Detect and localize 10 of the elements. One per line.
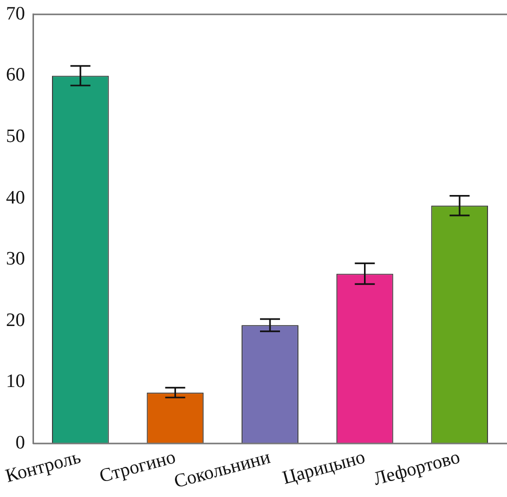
x-tick-label: Царицыно <box>280 446 368 489</box>
y-tick-label: 70 <box>6 3 26 24</box>
y-tick-label: 20 <box>6 310 26 331</box>
y-tick-label: 0 <box>16 432 26 454</box>
y-tick-label: 10 <box>6 371 26 392</box>
y-tick-label: 30 <box>6 248 26 270</box>
y-tick-label: 40 <box>6 187 26 208</box>
y-tick-label: 50 <box>6 126 26 147</box>
x-tick-label: Лефортово <box>371 446 462 490</box>
y-tick-label: 60 <box>6 64 26 86</box>
